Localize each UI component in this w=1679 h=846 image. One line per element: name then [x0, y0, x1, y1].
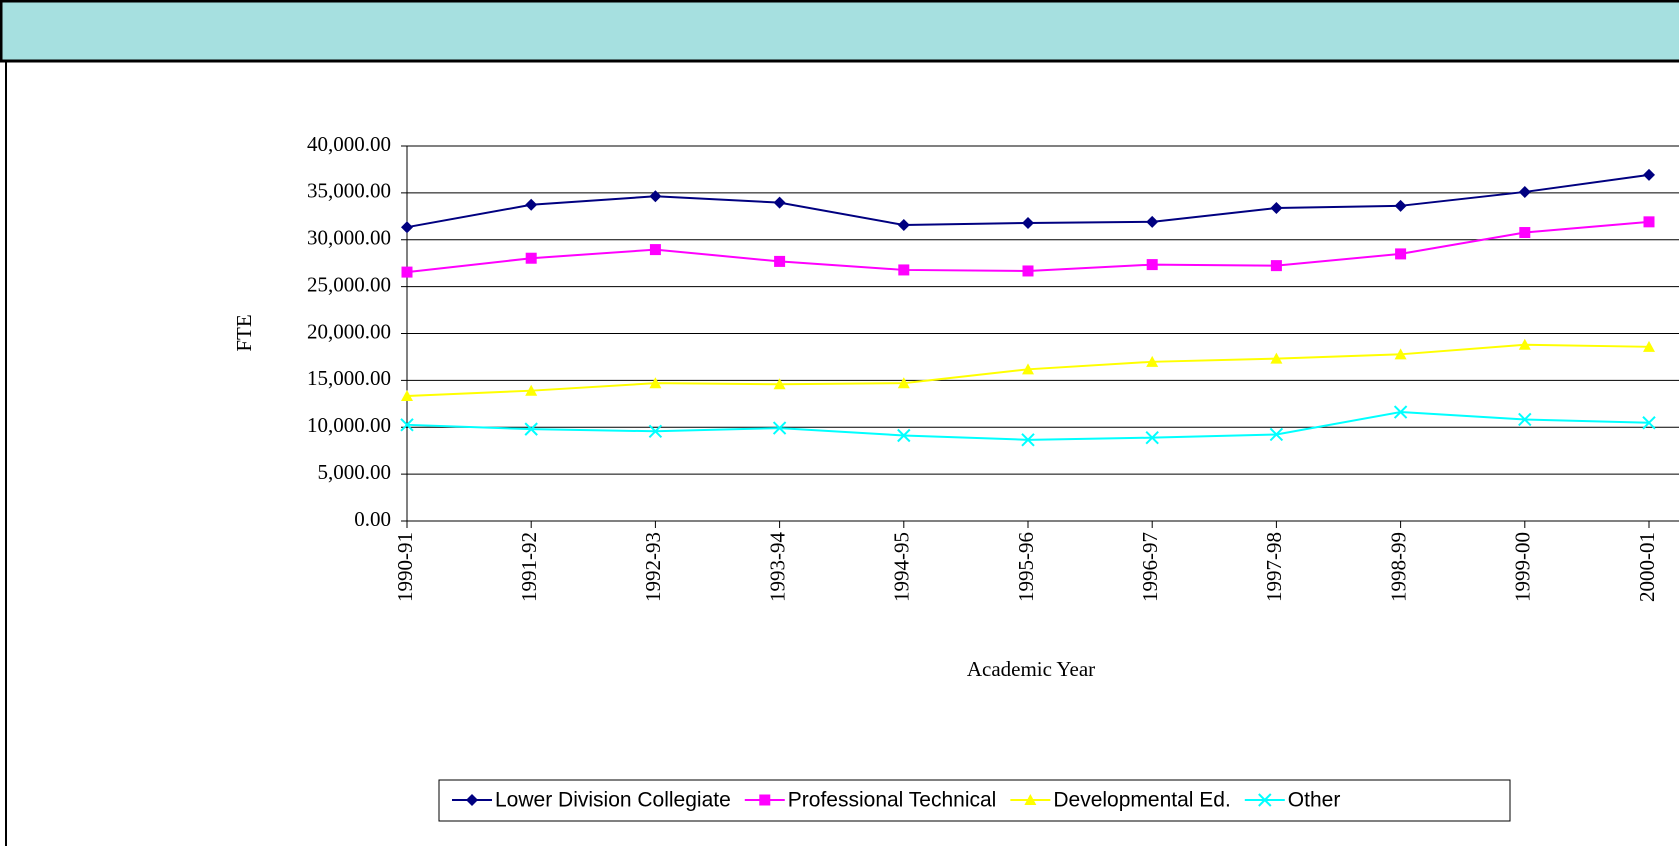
series-line — [406, 411, 1650, 441]
y-tick-label: 25,000.00 — [307, 272, 391, 296]
x-tick-label: 1997-98 — [1262, 532, 1286, 602]
data-point — [649, 244, 661, 256]
data-point — [1394, 348, 1407, 360]
x-tick-label: 1990-91 — [393, 532, 417, 602]
data-point — [1270, 201, 1283, 214]
y-tick-label: 5,000.00 — [318, 460, 392, 484]
data-point — [897, 377, 910, 389]
data-point — [1145, 430, 1159, 445]
data-point — [1518, 338, 1531, 350]
legend-marker — [759, 794, 771, 806]
data-point — [525, 198, 538, 211]
data-point — [1518, 185, 1531, 198]
series-line — [406, 220, 1650, 274]
y-tick-label: 0.00 — [354, 507, 391, 531]
data-point — [648, 424, 663, 438]
data-point — [1518, 412, 1532, 427]
legend-label: Professional Technical — [788, 789, 997, 812]
data-point — [401, 390, 413, 402]
legend-label: Developmental Ed. — [1053, 789, 1230, 812]
x-tick-label: 1991-92 — [517, 532, 541, 602]
data-point — [898, 264, 910, 276]
legend-marker — [1024, 794, 1037, 805]
legend-marker — [1258, 793, 1272, 807]
y-tick-label: 15,000.00 — [307, 366, 391, 390]
data-point — [525, 384, 538, 396]
data-point — [897, 428, 911, 443]
data-point — [1022, 363, 1034, 375]
x-tick-label: 1993-94 — [765, 532, 789, 602]
data-point — [1021, 433, 1035, 447]
data-point — [401, 266, 413, 278]
x-axis-title: Academic Year — [967, 657, 1095, 681]
data-point — [773, 378, 786, 390]
data-point — [524, 422, 538, 436]
data-point — [1270, 352, 1283, 364]
data-point — [1519, 227, 1531, 239]
data-point — [1022, 216, 1034, 229]
y-axis-title: FTE — [232, 314, 256, 351]
data-point — [1146, 259, 1158, 271]
legend-label: Other — [1288, 789, 1341, 812]
data-point — [1146, 355, 1159, 367]
data-point — [649, 190, 662, 203]
y-tick-label: 20,000.00 — [307, 319, 391, 343]
data-point — [1395, 248, 1407, 260]
x-tick-label: 1995-96 — [1014, 532, 1038, 602]
data-point — [773, 196, 786, 209]
y-tick-label: 10,000.00 — [307, 413, 391, 437]
x-tick-label: 1994-95 — [890, 532, 914, 602]
data-point — [525, 252, 537, 264]
x-tick-label: 1998-99 — [1386, 532, 1410, 602]
data-point — [1643, 216, 1655, 228]
legend-label: Lower Division Collegiate — [495, 789, 731, 812]
data-point — [1146, 215, 1159, 228]
data-point — [1643, 340, 1655, 352]
data-point — [774, 255, 786, 267]
y-tick-label: 40,000.00 — [307, 132, 391, 156]
y-tick-label: 30,000.00 — [307, 226, 391, 250]
data-point — [649, 377, 662, 389]
data-point — [1269, 427, 1284, 442]
x-tick-label: 1999-00 — [1511, 532, 1535, 602]
data-point — [400, 418, 414, 432]
legend — [438, 779, 1511, 822]
data-point — [1393, 405, 1408, 419]
x-tick-label: 2000-01 — [1635, 532, 1659, 602]
data-point — [772, 421, 787, 435]
data-point — [897, 219, 910, 232]
data-point — [1643, 168, 1655, 181]
y-tick-label: 35,000.00 — [307, 179, 391, 203]
data-point — [1270, 260, 1282, 272]
data-point — [1642, 416, 1656, 430]
x-tick-label: 1996-97 — [1138, 532, 1162, 602]
data-point — [1022, 265, 1034, 277]
data-point — [401, 221, 413, 234]
header-bar — [0, 0, 1679, 63]
legend-marker — [466, 794, 478, 806]
data-point — [1394, 199, 1407, 212]
x-tick-label: 1992-93 — [641, 532, 665, 602]
